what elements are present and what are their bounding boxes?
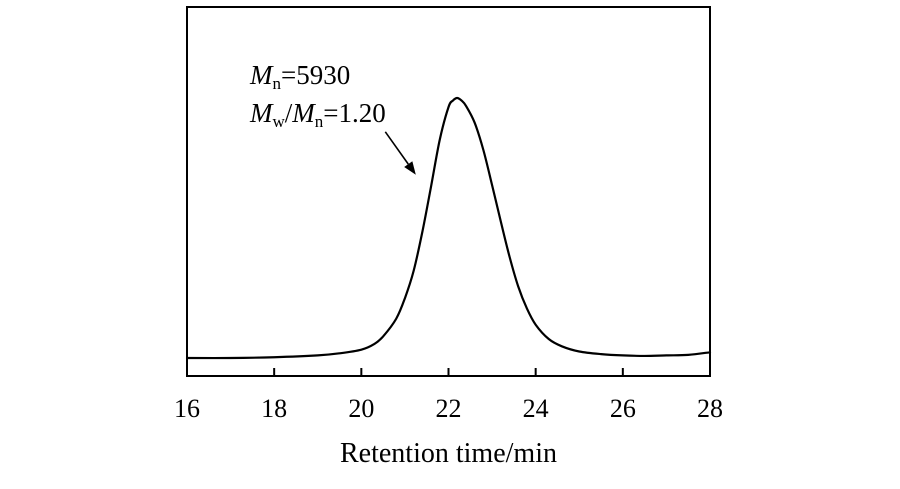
x-axis-tick-labels: 16 18 20 22 24 26 28	[174, 394, 723, 423]
annotation-pdi-sub1: w	[273, 112, 286, 131]
annotation-arrow-shaft	[384, 131, 409, 165]
x-tick-label-26: 26	[610, 394, 636, 423]
annotation-mn: Mn=5930	[249, 60, 350, 93]
annotation-mn-value: =5930	[281, 60, 350, 90]
x-axis-title: Retention time/min	[340, 438, 557, 469]
annotation-pdi-var2: M	[291, 98, 316, 128]
annotation-pdi-slash: /	[285, 98, 293, 128]
x-tick-label-18: 18	[261, 394, 287, 423]
x-tick-label-24: 24	[523, 394, 549, 423]
x-tick-label-28: 28	[697, 394, 723, 423]
annotation-mn-sub: n	[273, 74, 282, 93]
x-axis-ticks	[186, 368, 711, 376]
x-tick-label-16: 16	[174, 394, 200, 423]
annotation-pdi-sub2: n	[315, 112, 324, 131]
annotation-pdi-var1: M	[249, 98, 274, 128]
annotation-pdi-value: =1.20	[323, 98, 385, 128]
series-line-gpc-trace	[185, 96, 712, 360]
annotation-pdi: Mw/Mn=1.20	[249, 98, 386, 131]
x-tick-label-22: 22	[436, 394, 462, 423]
annotation-arrow	[384, 131, 416, 175]
annotation-arrow-head	[404, 161, 416, 175]
x-tick-label-20: 20	[348, 394, 374, 423]
annotation-mn-var: M	[249, 60, 274, 90]
